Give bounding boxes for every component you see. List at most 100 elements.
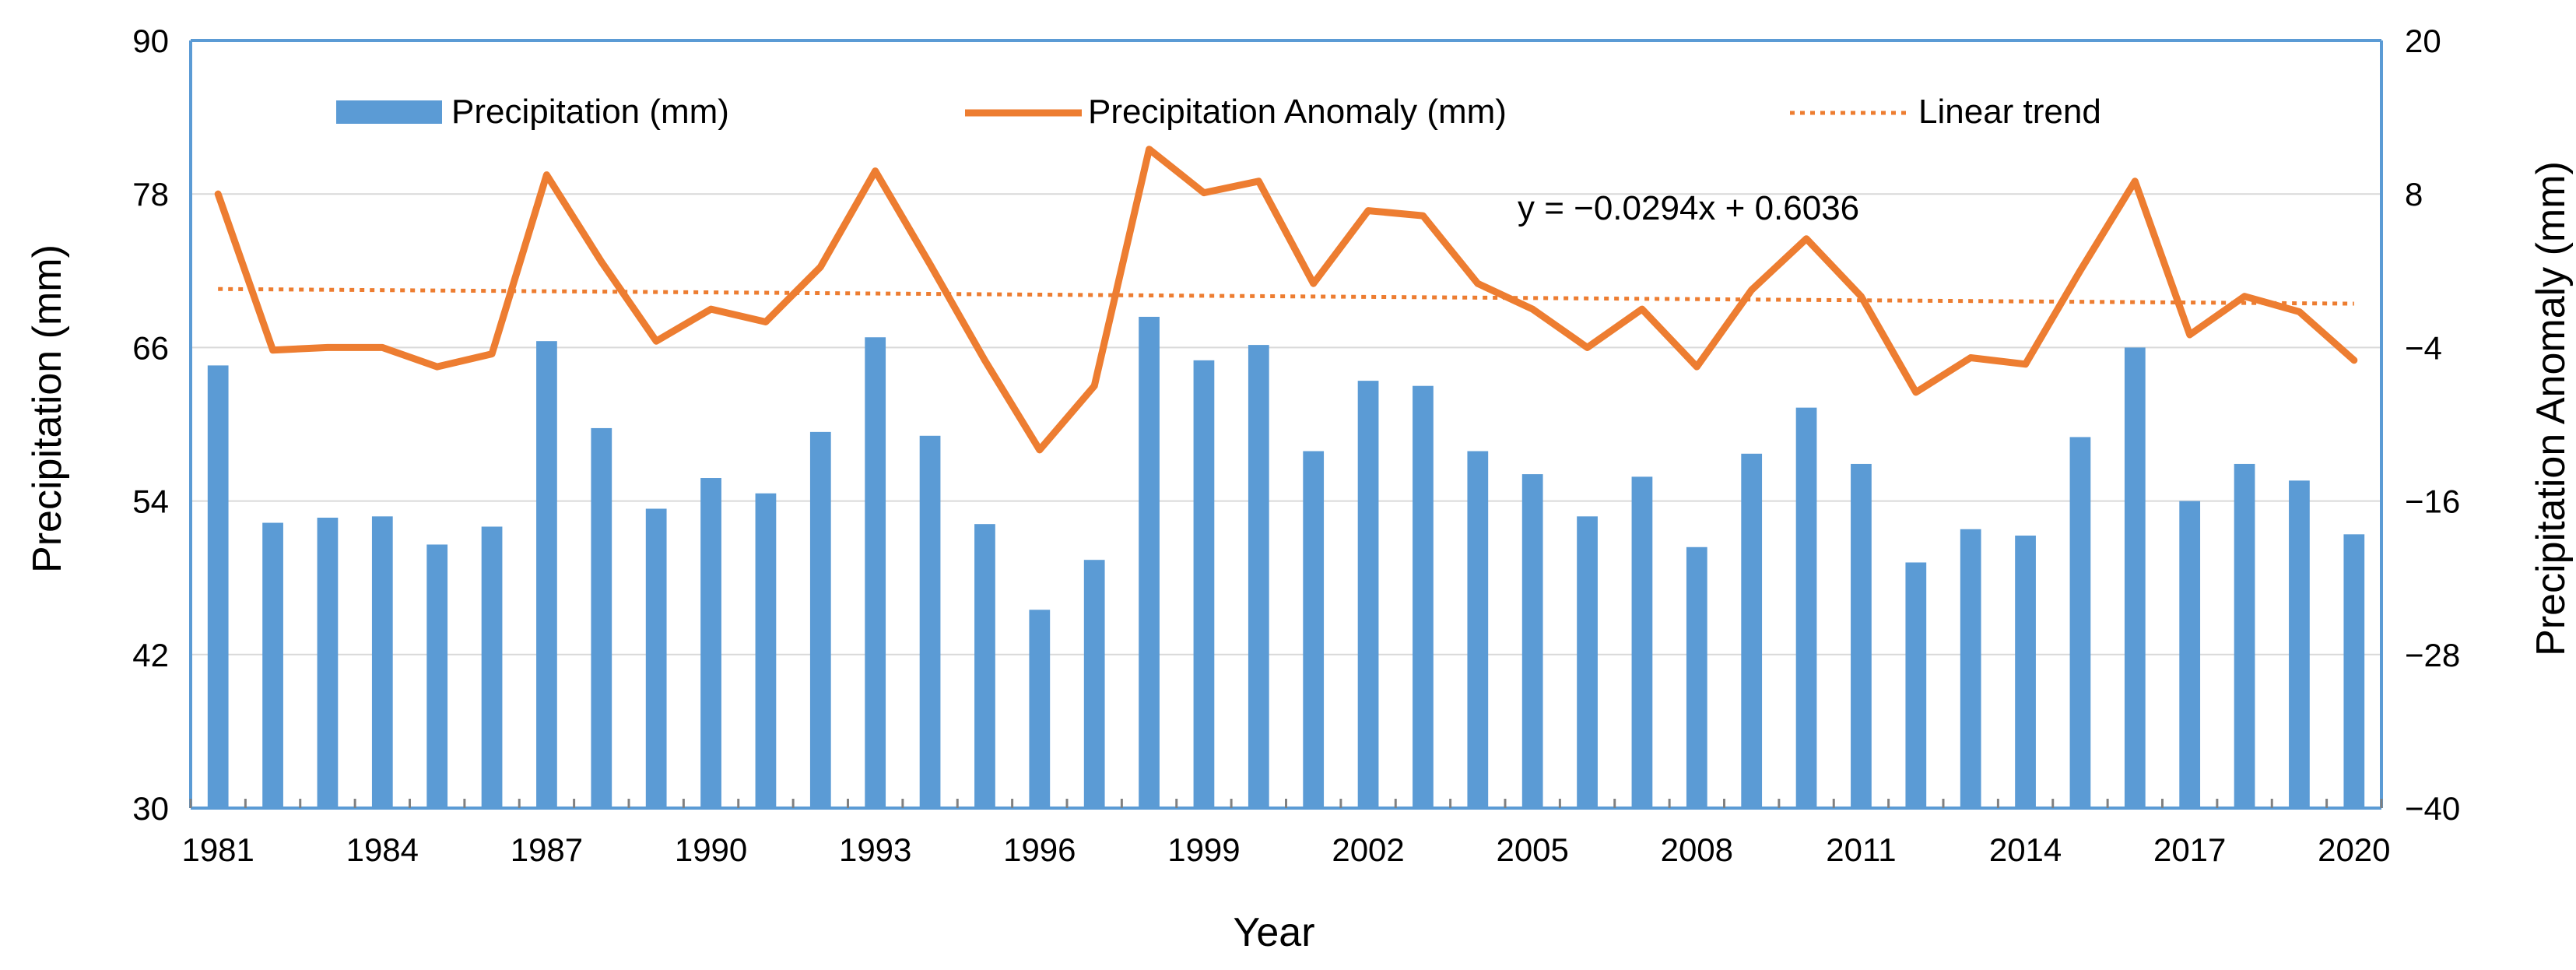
gridlines [191, 40, 2381, 655]
precipitation-bars [207, 316, 2365, 809]
bar-1987 [536, 341, 557, 808]
anomaly-point-2012 [1915, 392, 1917, 393]
anomaly-point-2002 [1367, 210, 1369, 212]
bar-1986 [481, 526, 503, 808]
anomaly-point-2006 [1587, 346, 1588, 348]
bar-1983 [317, 517, 339, 808]
anomaly-point-2000 [1258, 181, 1259, 182]
bar-2005 [1521, 474, 1543, 808]
y-tick-label: 54 [132, 483, 169, 520]
anomaly-point-1986 [491, 353, 493, 355]
anomaly-point-2004 [1477, 283, 1479, 284]
anomaly-point-1994 [929, 264, 931, 265]
x-tick-label-1987: 1987 [511, 831, 583, 868]
anomaly-point-2015 [2079, 270, 2081, 272]
anomaly-point-1984 [381, 346, 383, 348]
bar-2000 [1248, 345, 1269, 808]
bar-2003 [1413, 385, 1434, 808]
y-tick-label: 78 [132, 176, 169, 213]
anomaly-point-1992 [819, 266, 821, 268]
anomaly-point-2016 [2134, 181, 2136, 182]
anomaly-point-2019 [2298, 311, 2300, 312]
bar-1998 [1139, 316, 1160, 809]
anomaly-point-2010 [1806, 238, 1807, 240]
x-tick-label-1984: 1984 [346, 831, 419, 868]
bar-1999 [1193, 360, 1215, 808]
anomaly-point-1988 [601, 261, 602, 262]
anomaly-point-1990 [711, 308, 712, 310]
trend-equation: y = −0.0294x + 0.6036 [1518, 189, 1859, 227]
anomaly-point-1999 [1203, 192, 1205, 194]
y-tick-label: 66 [132, 329, 169, 366]
anomaly-point-2011 [1860, 296, 1862, 297]
anomaly-point-1998 [1149, 149, 1150, 150]
linear-trend [218, 286, 2354, 306]
bar-2002 [1357, 381, 1379, 808]
legend-swatch-precipitation [336, 100, 442, 124]
bar-2006 [1577, 516, 1598, 808]
anomaly-point-1993 [875, 170, 876, 172]
anomaly-point-1989 [655, 340, 657, 342]
bar-2011 [1851, 463, 1872, 808]
bar-2007 [1631, 476, 1653, 808]
x-tick-label-2017: 2017 [2153, 831, 2226, 868]
anomaly-point-1995 [984, 360, 985, 361]
anomaly-point-2014 [2025, 364, 2027, 365]
anomaly-point-2007 [1641, 308, 1643, 310]
anomaly-point-2008 [1696, 366, 1697, 367]
y-tick-label: 90 [132, 23, 169, 59]
anomaly-point-2020 [2353, 360, 2355, 361]
trend-line [218, 286, 2354, 306]
bar-1989 [645, 508, 667, 808]
bar-2008 [1686, 547, 1707, 808]
x-tick-label-1999: 1999 [1167, 831, 1240, 868]
bar-2016 [2124, 347, 2146, 808]
bar-1997 [1083, 560, 1105, 808]
x-tick-label-2014: 2014 [1989, 831, 2062, 868]
x-tick-label-1993: 1993 [839, 831, 911, 868]
anomaly-polyline [214, 146, 2358, 454]
bar-1993 [865, 337, 886, 809]
bar-1996 [1029, 610, 1051, 808]
legend-label-precipitation: Precipitation (mm) [451, 93, 729, 131]
bar-1988 [591, 427, 612, 808]
anomaly-point-2018 [2244, 296, 2245, 297]
legend-label-anomaly: Precipitation Anomaly (mm) [1088, 93, 1507, 131]
bar-1991 [755, 493, 777, 808]
x-tick-label-1996: 1996 [1003, 831, 1076, 868]
y-tick-label: 30 [132, 790, 169, 827]
y-tick-label: 42 [132, 637, 169, 673]
y2-tick-label: −4 [2405, 329, 2442, 366]
bar-1982 [262, 522, 283, 808]
x-tick-label-2005: 2005 [1496, 831, 1568, 868]
bar-2017 [2179, 501, 2201, 808]
bar-1984 [371, 516, 393, 808]
bar-1992 [809, 431, 831, 808]
legend-label-trend: Linear trend [1918, 93, 2101, 131]
bar-2018 [2234, 463, 2255, 808]
bar-1990 [700, 478, 721, 808]
legend: Precipitation (mm) Precipitation Anomaly… [336, 93, 2101, 131]
anomaly-point-1981 [217, 193, 219, 195]
bar-2009 [1741, 453, 1763, 808]
anomaly-point-1982 [272, 350, 274, 351]
anomaly-line [214, 146, 2358, 454]
bar-2015 [2069, 437, 2091, 808]
anomaly-point-2017 [2189, 334, 2191, 336]
x-tick-label-2011: 2011 [1826, 831, 1896, 868]
bar-2019 [2289, 480, 2310, 808]
x-tick-label-2002: 2002 [1332, 831, 1404, 868]
x-tick-label-2008: 2008 [1661, 831, 1733, 868]
anomaly-point-1991 [765, 322, 767, 323]
x-axis-title: Year [1233, 910, 1314, 955]
bar-2010 [1795, 407, 1817, 808]
bar-1981 [207, 365, 229, 808]
x-tick-label-2020: 2020 [2318, 831, 2390, 868]
bar-2013 [1960, 529, 1981, 808]
y-axis-title: Precipitation (mm) [25, 244, 70, 573]
y2-axis-title: Precipitation Anomaly (mm) [2529, 161, 2574, 656]
axes [189, 39, 2383, 810]
y2-tick-label: 8 [2405, 176, 2423, 213]
x-tick-label-1990: 1990 [675, 831, 747, 868]
